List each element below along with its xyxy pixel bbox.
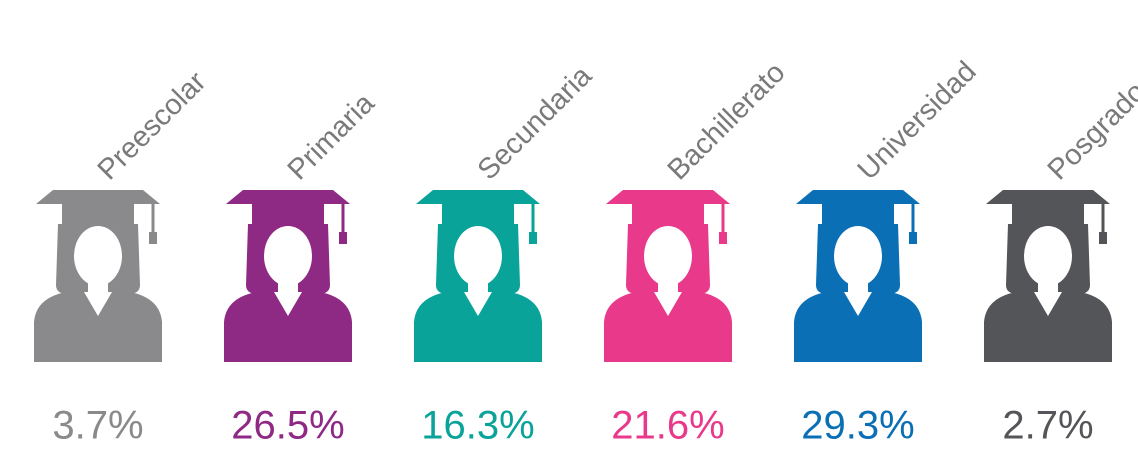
value-label: 2.7%: [1002, 404, 1093, 448]
category-label: Universidad: [852, 55, 983, 186]
tassel-end: [149, 232, 157, 244]
face: [454, 226, 502, 286]
gown: [34, 292, 162, 362]
value-label: 21.6%: [611, 404, 724, 448]
category-label: Bachillerato: [662, 57, 792, 187]
gown: [414, 292, 542, 362]
gown: [984, 292, 1112, 362]
neck: [1038, 278, 1058, 294]
cap-body: [1012, 204, 1084, 226]
tassel-end: [1099, 232, 1107, 244]
category-label: Secundaria: [472, 59, 599, 186]
value-label: 26.5%: [231, 404, 344, 448]
gown: [604, 292, 732, 362]
neck: [468, 278, 488, 294]
tassel-end: [719, 232, 727, 244]
category-label: Posgrado: [1042, 76, 1138, 186]
face: [644, 226, 692, 286]
neck: [88, 278, 108, 294]
graduate-icon: [34, 190, 162, 362]
cap-board: [606, 190, 730, 204]
graduate-icon: [414, 190, 542, 362]
collar: [274, 292, 302, 316]
graduate-icon: [794, 190, 922, 362]
face: [264, 226, 312, 286]
collar: [844, 292, 872, 316]
value-label: 16.3%: [421, 404, 534, 448]
cap-body: [62, 204, 134, 226]
tassel-end: [339, 232, 347, 244]
cap-body: [822, 204, 894, 226]
cap-body: [252, 204, 324, 226]
category-label: Preescolar: [92, 65, 213, 186]
tassel-end: [529, 232, 537, 244]
neck: [848, 278, 868, 294]
graduate-icon: [224, 190, 352, 362]
cap-board: [796, 190, 920, 204]
cap-board: [226, 190, 350, 204]
gown: [224, 292, 352, 362]
collar: [654, 292, 682, 316]
value-label: 29.3%: [801, 404, 914, 448]
face: [834, 226, 882, 286]
cap-board: [986, 190, 1110, 204]
collar: [1034, 292, 1062, 316]
collar: [84, 292, 112, 316]
face: [1024, 226, 1072, 286]
neck: [278, 278, 298, 294]
cap-board: [416, 190, 540, 204]
cap-body: [442, 204, 514, 226]
graduate-icon: [604, 190, 732, 362]
cap-body: [632, 204, 704, 226]
gown: [794, 292, 922, 362]
neck: [658, 278, 678, 294]
graduate-icon: [984, 190, 1112, 362]
value-label: 3.7%: [52, 404, 143, 448]
cap-board: [36, 190, 160, 204]
face: [74, 226, 122, 286]
category-label: Primaria: [282, 87, 382, 187]
tassel-end: [909, 232, 917, 244]
collar: [464, 292, 492, 316]
